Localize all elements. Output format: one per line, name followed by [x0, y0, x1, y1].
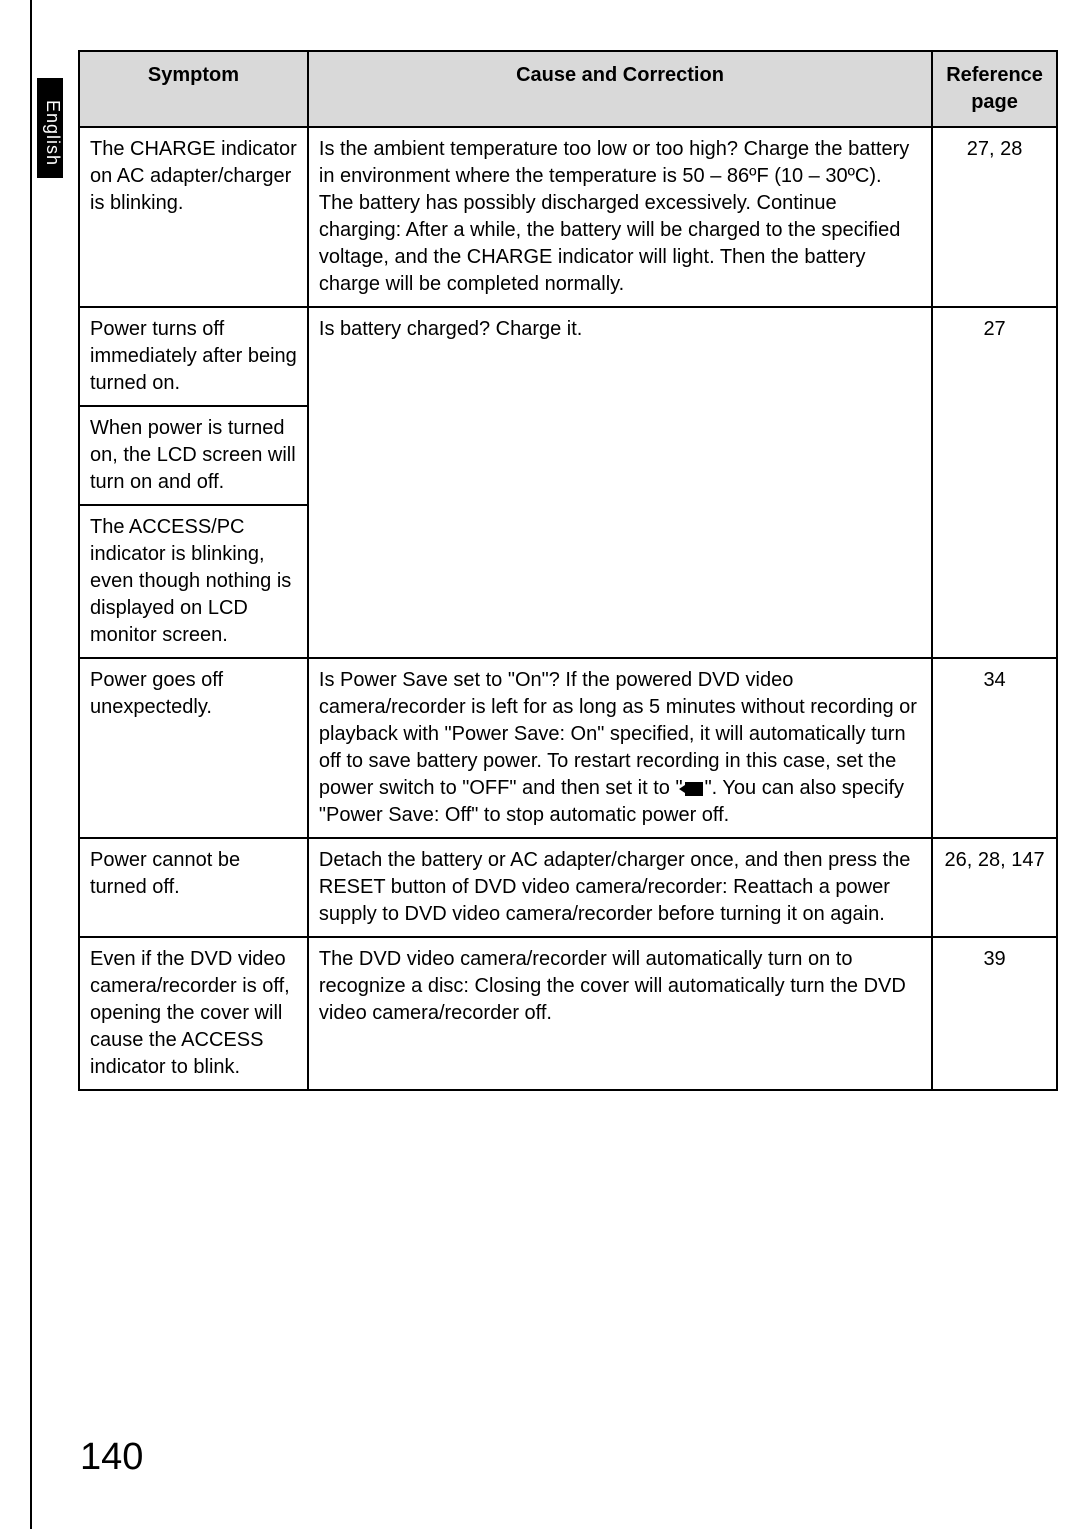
cell-ref: 39 [932, 937, 1057, 1090]
cell-ref: 27 [932, 307, 1057, 658]
cell-symptom: The CHARGE indicator on AC adapter/charg… [79, 127, 308, 307]
table-row: Power turns off immediately after being … [79, 307, 1057, 406]
table-row: Power goes off unexpectedly. Is Power Sa… [79, 658, 1057, 838]
header-cause: Cause and Correction [308, 51, 932, 127]
cell-symptom: Even if the DVD video camera/recorder is… [79, 937, 308, 1090]
cell-ref: 27, 28 [932, 127, 1057, 307]
header-symptom: Symptom [79, 51, 308, 127]
table-row: The CHARGE indicator on AC adapter/charg… [79, 127, 1057, 307]
cell-symptom: Power cannot be turned off. [79, 838, 308, 937]
cell-cause: Is the ambient temperature too low or to… [308, 127, 932, 307]
table-row: Power cannot be turned off. Detach the b… [79, 838, 1057, 937]
cell-symptom: Power turns off immediately after being … [79, 307, 308, 406]
page-content: Symptom Cause and Correction Reference p… [48, 50, 1048, 1091]
cell-symptom: When power is turned on, the LCD screen … [79, 406, 308, 505]
troubleshooting-table: Symptom Cause and Correction Reference p… [78, 50, 1058, 1091]
page-left-rule [30, 0, 32, 1529]
table-row: Even if the DVD video camera/recorder is… [79, 937, 1057, 1090]
cell-symptom: The ACCESS/PC indicator is blinking, eve… [79, 505, 308, 658]
cell-ref: 26, 28, 147 [932, 838, 1057, 937]
cell-cause: Is Power Save set to "On"? If the powere… [308, 658, 932, 838]
cell-cause: Is battery charged? Charge it. [308, 307, 932, 658]
cell-ref: 34 [932, 658, 1057, 838]
page-number: 140 [80, 1436, 143, 1479]
table-header-row: Symptom Cause and Correction Reference p… [79, 51, 1057, 127]
cell-symptom: Power goes off unexpectedly. [79, 658, 308, 838]
cell-cause: Detach the battery or AC adapter/charger… [308, 838, 932, 937]
camera-icon [685, 782, 703, 796]
header-ref: Reference page [932, 51, 1057, 127]
cell-cause: The DVD video camera/recorder will autom… [308, 937, 932, 1090]
